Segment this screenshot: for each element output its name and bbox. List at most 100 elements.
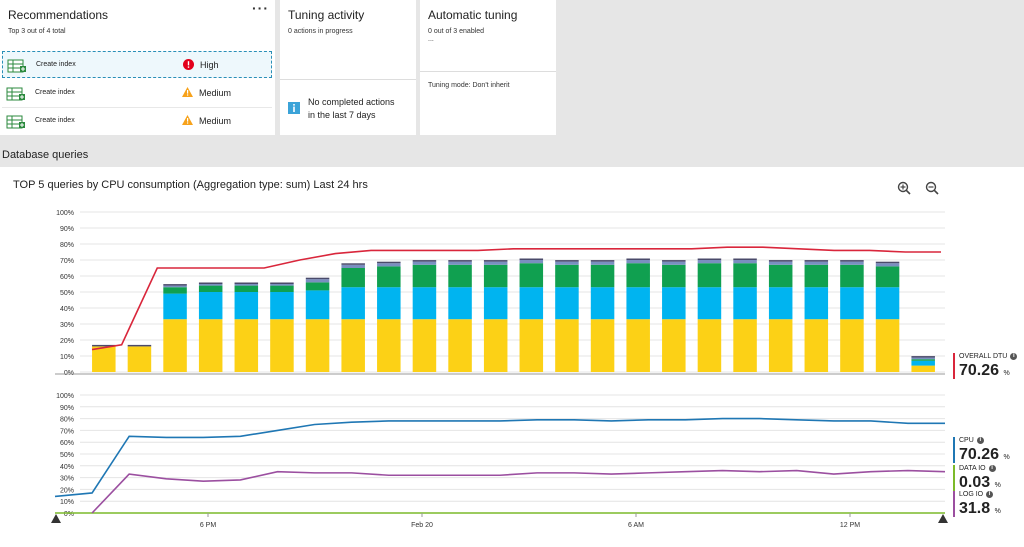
info-icon[interactable]: i bbox=[988, 465, 996, 472]
section-label: Database queries bbox=[2, 149, 89, 161]
bar-segment bbox=[448, 264, 472, 288]
bar-segment bbox=[305, 279, 330, 283]
bar-segment bbox=[768, 319, 793, 372]
bar-segment bbox=[198, 292, 223, 320]
recommendation-action: Create index bbox=[36, 61, 76, 68]
bar-segment bbox=[733, 319, 757, 372]
bar-segment bbox=[483, 261, 508, 265]
bar-segment bbox=[804, 264, 829, 288]
y-tick-label: 80% bbox=[60, 242, 74, 249]
zoom-out-button[interactable] bbox=[925, 181, 939, 200]
bar-segment bbox=[519, 263, 544, 288]
recommendation-row[interactable]: Create index Medium bbox=[2, 108, 272, 135]
legend-label: LOG IO i bbox=[959, 491, 994, 498]
bar-cap bbox=[733, 258, 757, 260]
bar-segment bbox=[519, 260, 544, 264]
bar-segment bbox=[412, 287, 437, 320]
y-tick-label: 0% bbox=[64, 511, 74, 518]
legend-overall-dtu: OVERALL DTU i 70.26 % bbox=[953, 353, 1023, 381]
bar-cap bbox=[127, 344, 152, 347]
bar-cap bbox=[198, 282, 223, 284]
automatic-tuning-card[interactable]: Automatic tuning 0 out of 3 enabled ... … bbox=[420, 0, 556, 135]
no-actions-line2: in the last 7 days bbox=[308, 110, 376, 120]
legend-value-text: 0.03 bbox=[959, 474, 991, 491]
bar-segment bbox=[305, 319, 330, 372]
bar-segment bbox=[377, 287, 401, 320]
tuning-activity-card[interactable]: Tuning activity 0 actions in progress No… bbox=[280, 0, 416, 135]
divider bbox=[280, 79, 416, 80]
chart-panel: TOP 5 queries by CPU consumption (Aggreg… bbox=[0, 167, 1024, 547]
bar-segment bbox=[875, 319, 900, 372]
legend-label: DATA IO i bbox=[959, 465, 996, 472]
bar-segment bbox=[911, 357, 935, 360]
bar-segment bbox=[804, 319, 829, 372]
recommendation-row[interactable]: Create index High bbox=[2, 51, 272, 78]
warning-icon bbox=[182, 115, 193, 127]
more-options-button[interactable]: ··· bbox=[252, 0, 269, 16]
legend-unit: % bbox=[1003, 370, 1010, 377]
bar-segment bbox=[768, 261, 793, 265]
bar-cap bbox=[270, 282, 294, 284]
x-tick-label: Feb 20 bbox=[411, 522, 433, 529]
bar-cap bbox=[768, 260, 793, 262]
info-icon[interactable]: i bbox=[976, 437, 984, 444]
legend-unit: % bbox=[1003, 454, 1010, 461]
automatic-tuning-title: Automatic tuning bbox=[428, 8, 518, 22]
legend-label: OVERALL DTU i bbox=[959, 353, 1018, 360]
range-handle-left[interactable] bbox=[51, 514, 61, 523]
info-icon[interactable]: i bbox=[1010, 353, 1018, 360]
bar-cap bbox=[519, 258, 544, 260]
severity-label: Medium bbox=[199, 88, 232, 98]
y-tick-label: 50% bbox=[60, 452, 74, 459]
recommendations-subtitle: Top 3 out of 4 total bbox=[8, 28, 66, 35]
y-tick-label: 100% bbox=[56, 210, 74, 217]
bar-cap bbox=[377, 261, 401, 264]
bar-cap bbox=[804, 260, 829, 262]
bar-segment bbox=[555, 261, 579, 265]
legend-color-bar bbox=[953, 465, 955, 491]
x-tick-label: 12 PM bbox=[840, 522, 860, 529]
bar-segment bbox=[270, 319, 294, 372]
range-handle-right[interactable] bbox=[938, 514, 948, 523]
index-table-icon bbox=[7, 59, 27, 75]
legend-label-text: OVERALL DTU bbox=[959, 353, 1008, 360]
bar-segment bbox=[305, 282, 330, 291]
legend-cpu: CPU i 70.26 % bbox=[953, 437, 1023, 465]
bar-segment bbox=[234, 284, 259, 286]
bar-segment bbox=[519, 287, 544, 320]
bar-segment bbox=[697, 263, 722, 288]
severity-label: High bbox=[200, 60, 219, 70]
bar-segment bbox=[662, 287, 686, 320]
bar-segment bbox=[697, 319, 722, 372]
y-tick-label: 60% bbox=[60, 440, 74, 447]
recommendations-card: Recommendations ··· Top 3 out of 4 total… bbox=[0, 0, 275, 135]
index-table-icon bbox=[6, 115, 26, 131]
tuning-activity-title: Tuning activity bbox=[288, 8, 365, 22]
bar-segment bbox=[733, 263, 757, 288]
info-icon[interactable]: i bbox=[986, 491, 994, 498]
y-tick-label: 40% bbox=[60, 306, 74, 313]
zoom-out-icon bbox=[925, 181, 939, 195]
bar-segment bbox=[198, 285, 223, 292]
bar-segment bbox=[448, 287, 472, 320]
bar-cap bbox=[163, 284, 187, 286]
bar-segment bbox=[305, 290, 330, 320]
chart-svg: 100% 90% 80% 70% 60% 50% 40% 30% 20% 10% 0% 100% 90%… bbox=[51, 210, 948, 529]
bar-segment bbox=[448, 261, 472, 265]
bar-segment bbox=[341, 319, 365, 372]
bar-segment bbox=[875, 263, 900, 267]
bar-cap bbox=[875, 261, 900, 264]
bar-segment bbox=[875, 287, 900, 320]
legend-value-text: 70.26 bbox=[959, 362, 1000, 379]
recommendation-action: Create index bbox=[35, 117, 75, 124]
bar-segment bbox=[412, 261, 437, 265]
bar-cap bbox=[626, 258, 650, 260]
zoom-in-button[interactable] bbox=[897, 181, 911, 200]
bar-cap bbox=[483, 260, 508, 262]
bar-segment bbox=[163, 287, 187, 294]
y-tick-label: 80% bbox=[60, 417, 74, 424]
recommendation-row[interactable]: Create index Medium bbox=[2, 80, 272, 108]
y-tick-label: 40% bbox=[60, 464, 74, 471]
bar-segment bbox=[483, 319, 508, 372]
y-tick-label: 20% bbox=[60, 338, 74, 345]
